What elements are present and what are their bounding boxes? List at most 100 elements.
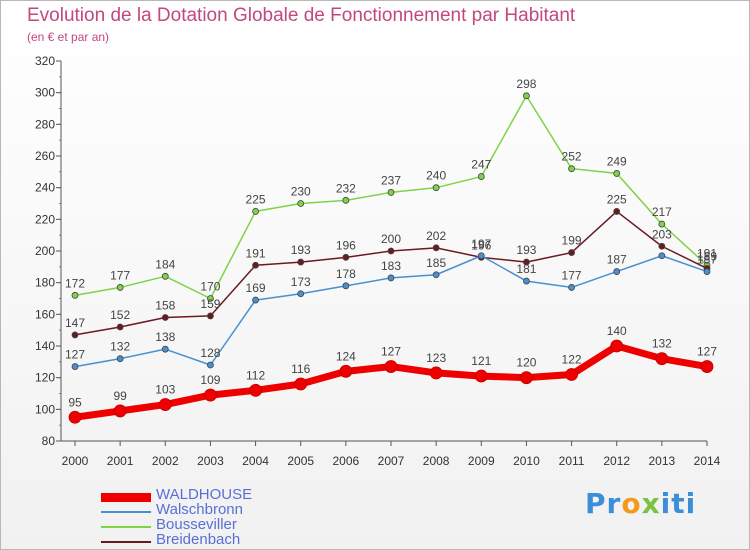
x-tick-label: 2013: [649, 454, 676, 468]
legend-swatch: [101, 541, 151, 543]
x-tick-label: 2012: [603, 454, 630, 468]
data-point: [68, 410, 82, 424]
data-label: 199: [562, 234, 582, 248]
data-point: [613, 170, 621, 177]
data-label: 203: [652, 227, 672, 241]
legend-swatch: [101, 492, 151, 502]
data-label: 128: [200, 346, 220, 360]
y-tick-label: 260: [35, 149, 55, 163]
data-point: [342, 253, 350, 261]
y-tick-label: 240: [35, 181, 55, 195]
data-point: [204, 388, 217, 402]
data-label: 189: [697, 249, 717, 263]
x-tick-label: 2000: [62, 454, 89, 468]
data-label: 124: [336, 349, 356, 363]
data-point: [655, 352, 669, 366]
data-point: [116, 323, 124, 331]
data-label: 122: [562, 353, 582, 367]
x-tick-label: 2003: [197, 454, 224, 468]
data-point: [387, 247, 395, 255]
data-label: 225: [246, 192, 266, 206]
legend-label: Walschbronn: [156, 501, 243, 518]
data-point: [432, 271, 440, 279]
data-label: 127: [65, 348, 85, 362]
data-point: [700, 360, 714, 373]
data-label: 230: [291, 185, 311, 199]
data-point: [71, 331, 79, 339]
data-point: [113, 404, 127, 418]
data-label: 298: [516, 77, 536, 91]
data-label: 191: [246, 246, 266, 260]
data-point: [432, 184, 440, 192]
x-tick-label: 2008: [423, 454, 450, 468]
x-tick-label: 2004: [242, 454, 269, 468]
data-label: 123: [426, 351, 446, 365]
chart-title: Evolution de la Dotation Globale de Fonc…: [27, 5, 576, 26]
data-label: 120: [516, 356, 536, 370]
y-tick-label: 320: [35, 54, 55, 68]
data-point: [207, 361, 214, 369]
data-point: [342, 196, 350, 204]
y-tick-label: 100: [35, 402, 55, 416]
data-point: [71, 363, 79, 370]
data-point: [342, 282, 350, 290]
data-point: [297, 258, 305, 266]
x-tick-label: 2001: [107, 454, 134, 468]
data-point: [161, 345, 169, 353]
x-tick-label: 2006: [333, 454, 360, 468]
data-label: 177: [562, 268, 582, 282]
data-point: [523, 277, 530, 285]
data-point: [339, 364, 353, 378]
data-point: [477, 173, 485, 180]
logo-part: Pr: [585, 487, 622, 520]
x-tick-label: 2014: [694, 454, 721, 468]
data-point: [523, 92, 530, 100]
data-label: 225: [607, 192, 627, 206]
x-tick-label: 2007: [378, 454, 405, 468]
data-label: 140: [607, 324, 627, 338]
x-tick-label: 2011: [559, 454, 585, 468]
data-point: [658, 252, 666, 260]
y-tick-label: 300: [35, 86, 55, 100]
data-label: 217: [652, 205, 672, 219]
data-point: [116, 355, 124, 363]
data-label: 127: [697, 345, 717, 359]
data-label: 95: [68, 395, 82, 409]
data-point: [158, 398, 172, 411]
y-tick-label: 80: [42, 434, 56, 448]
x-tick-label: 2010: [513, 454, 540, 468]
data-label: 172: [65, 276, 85, 290]
data-point: [474, 369, 488, 383]
data-label: 169: [246, 281, 266, 295]
legend-swatch: [101, 526, 151, 528]
data-point: [71, 291, 79, 299]
data-label: 187: [607, 253, 627, 267]
data-point: [429, 366, 443, 380]
data-label: 193: [291, 243, 311, 257]
data-label: 184: [155, 257, 175, 271]
legend-swatch: [101, 511, 151, 513]
data-point: [613, 208, 621, 215]
y-tick-label: 280: [35, 117, 55, 131]
data-point: [384, 360, 398, 373]
y-tick-label: 160: [35, 307, 55, 321]
legend-label: Breidenbach: [156, 531, 241, 548]
data-label: 158: [155, 299, 175, 313]
data-point: [207, 295, 214, 302]
data-point: [297, 200, 305, 207]
data-label: 152: [110, 308, 130, 322]
data-label: 178: [336, 267, 356, 281]
series-layer: [68, 92, 714, 424]
data-point: [297, 290, 305, 298]
data-label: 159: [200, 297, 220, 311]
data-point: [294, 377, 308, 391]
data-label: 147: [65, 316, 85, 330]
logo-part: o: [621, 487, 642, 520]
data-labels: 172 177 184 170 225 230 232 237 240 247 298 252 249 2…: [65, 77, 717, 409]
data-label: 196: [336, 238, 356, 252]
data-point: [703, 268, 711, 275]
data-label: 247: [471, 158, 491, 172]
data-label: 191: [697, 246, 717, 260]
